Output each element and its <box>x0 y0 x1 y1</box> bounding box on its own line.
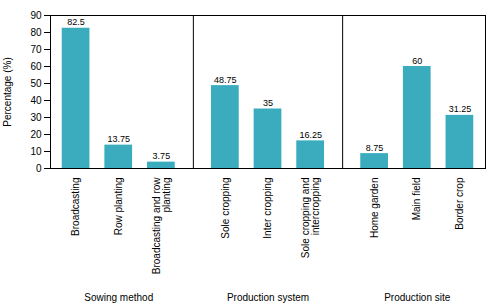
svg-text:90: 90 <box>30 10 42 21</box>
svg-text:3.75: 3.75 <box>153 151 171 161</box>
svg-text:60: 60 <box>30 61 42 72</box>
svg-text:Border crop: Border crop <box>454 177 465 230</box>
svg-text:20: 20 <box>30 129 42 140</box>
svg-text:Sowing method: Sowing method <box>84 292 153 303</box>
svg-text:70: 70 <box>30 44 42 55</box>
svg-text:48.75: 48.75 <box>214 75 237 85</box>
svg-text:40: 40 <box>30 95 42 106</box>
svg-text:Production site: Production site <box>384 292 451 303</box>
svg-text:60: 60 <box>412 56 422 66</box>
svg-text:10: 10 <box>30 146 42 157</box>
svg-text:Home garden: Home garden <box>369 178 380 239</box>
svg-text:82.5: 82.5 <box>67 17 85 27</box>
svg-text:50: 50 <box>30 78 42 89</box>
svg-text:Row planting: Row planting <box>113 178 124 236</box>
svg-text:35: 35 <box>263 98 273 108</box>
svg-text:Sole cropping: Sole cropping <box>220 178 231 239</box>
svg-text:0: 0 <box>36 163 42 174</box>
svg-text:30: 30 <box>30 112 42 123</box>
svg-text:16.25: 16.25 <box>299 130 322 140</box>
svg-text:80: 80 <box>30 27 42 38</box>
svg-text:31.25: 31.25 <box>449 104 472 114</box>
svg-text:Percentage (%): Percentage (%) <box>2 57 13 126</box>
svg-text:Inter cropping: Inter cropping <box>262 178 273 239</box>
svg-text:8.75: 8.75 <box>366 143 384 153</box>
svg-text:Broadcasting and rowplanting: Broadcasting and rowplanting <box>151 177 172 275</box>
svg-text:13.75: 13.75 <box>107 134 130 144</box>
svg-text:Sole cropping andintercropping: Sole cropping andintercropping <box>300 178 321 259</box>
svg-text:Main field: Main field <box>411 178 422 221</box>
svg-text:Production system: Production system <box>227 292 309 303</box>
svg-text:Broadcasting: Broadcasting <box>70 178 81 236</box>
